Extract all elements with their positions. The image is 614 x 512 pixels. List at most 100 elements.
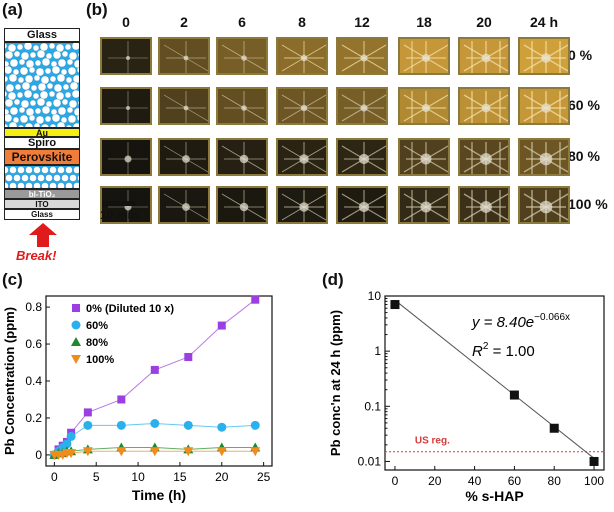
data-point <box>250 420 260 430</box>
hap-sphere <box>56 73 66 83</box>
spiro-layer: Spiro <box>4 137 80 149</box>
sample-photo <box>276 87 328 125</box>
hap-sphere <box>9 58 19 68</box>
hap-sphere <box>52 50 62 60</box>
hap-sphere <box>40 123 50 127</box>
hap-sphere <box>32 44 40 52</box>
hap-sphere <box>33 122 41 127</box>
hap-sphere <box>64 43 72 51</box>
hap-sphere <box>44 115 52 123</box>
sample-photo <box>398 37 450 75</box>
sample-photo <box>158 186 210 224</box>
hap-sphere <box>76 67 79 73</box>
hap-sphere <box>5 75 9 83</box>
hap-sphere <box>5 83 15 93</box>
hap-sphere <box>37 174 45 182</box>
hap-sphere <box>41 57 51 67</box>
hap-sphere <box>16 43 24 51</box>
chart-c-frame <box>45 295 273 467</box>
hap-sphere <box>39 90 49 100</box>
hap-sphere <box>71 89 79 99</box>
hap-sphere <box>13 174 21 182</box>
hap-sphere <box>45 174 53 182</box>
hap-sphere <box>55 91 65 101</box>
sample-photo <box>518 37 570 75</box>
hap-sphere <box>57 106 67 116</box>
perovskite-layer: Perovskite <box>4 149 80 165</box>
time-header: 20 <box>476 14 492 30</box>
hap-sphere <box>41 182 49 188</box>
hap-sphere <box>40 75 50 85</box>
x-tick-label: 5 <box>93 470 100 484</box>
hap-sphere <box>49 182 57 188</box>
r-squared: R2 = 1.00 <box>472 341 535 360</box>
x-tick-label: 60 <box>508 474 522 488</box>
time-header: 24 h <box>529 14 558 30</box>
hap-sphere <box>19 66 29 76</box>
hap-sphere <box>20 51 30 61</box>
hap-sphere <box>49 123 57 127</box>
hap-sphere <box>73 166 79 174</box>
data-point <box>66 449 77 459</box>
hap-sphere <box>34 107 42 115</box>
hap-sphere <box>67 114 77 124</box>
panel-label-d: (d) <box>322 270 344 289</box>
hap-sphere <box>61 50 69 58</box>
hap-sphere <box>29 174 37 182</box>
sample-photo <box>336 87 388 125</box>
hap-sphere <box>12 116 20 124</box>
hap-sphere <box>23 43 33 51</box>
hap-sphere <box>18 58 26 66</box>
row-header: 0 % <box>568 47 593 63</box>
sample-photo <box>336 138 388 176</box>
hap-sphere <box>48 43 56 50</box>
hap-sphere <box>53 83 63 93</box>
hap-sphere <box>52 98 62 108</box>
time-header: 0 <box>122 14 130 30</box>
hap-sphere <box>65 166 73 174</box>
hap-sphere <box>72 122 79 127</box>
hap-sphere <box>68 51 78 61</box>
hap-sphere <box>66 106 74 114</box>
y-tick-label: 10 <box>368 289 382 303</box>
data-point <box>149 447 160 457</box>
sample-photo <box>398 87 450 125</box>
sample-photo <box>398 186 450 224</box>
hap-sphere <box>45 52 53 60</box>
x-tick-label: 20 <box>215 470 229 484</box>
hap-sphere <box>51 65 61 75</box>
sample-photo <box>398 138 450 176</box>
hap-sphere <box>45 100 53 108</box>
data-point <box>116 447 127 457</box>
hap-sphere <box>66 124 72 127</box>
x-tick-label: 100 <box>584 474 604 488</box>
scale-bar-label: 10 mm <box>100 208 139 222</box>
break-label: Break! <box>16 248 57 263</box>
hap-sphere <box>5 166 9 174</box>
data-point <box>390 300 400 310</box>
hap-sphere <box>65 76 73 84</box>
y-tick-label: 1 <box>374 344 381 358</box>
x-tick-label: 15 <box>173 470 187 484</box>
hap-sphere <box>53 174 61 182</box>
hap-sphere <box>21 174 29 182</box>
time-header: 2 <box>180 14 188 30</box>
sample-photo <box>100 37 152 75</box>
hap-sphere <box>34 59 42 67</box>
hap-spheres-layer <box>4 42 80 128</box>
hap-sphere <box>5 113 13 123</box>
x-tick-label: 20 <box>428 474 442 488</box>
hap-sphere <box>5 50 14 60</box>
time-header: 18 <box>416 14 432 30</box>
data-point <box>66 431 76 441</box>
data-point <box>217 321 226 330</box>
hap-sphere <box>65 182 73 188</box>
hap-sphere <box>76 115 79 121</box>
hap-sphere <box>49 166 57 174</box>
hap-sphere <box>44 67 52 75</box>
data-point <box>217 422 227 432</box>
sample-photo <box>458 186 510 224</box>
legend-marker <box>71 337 81 346</box>
hap-sphere <box>18 106 26 114</box>
hap-sphere <box>72 74 79 84</box>
